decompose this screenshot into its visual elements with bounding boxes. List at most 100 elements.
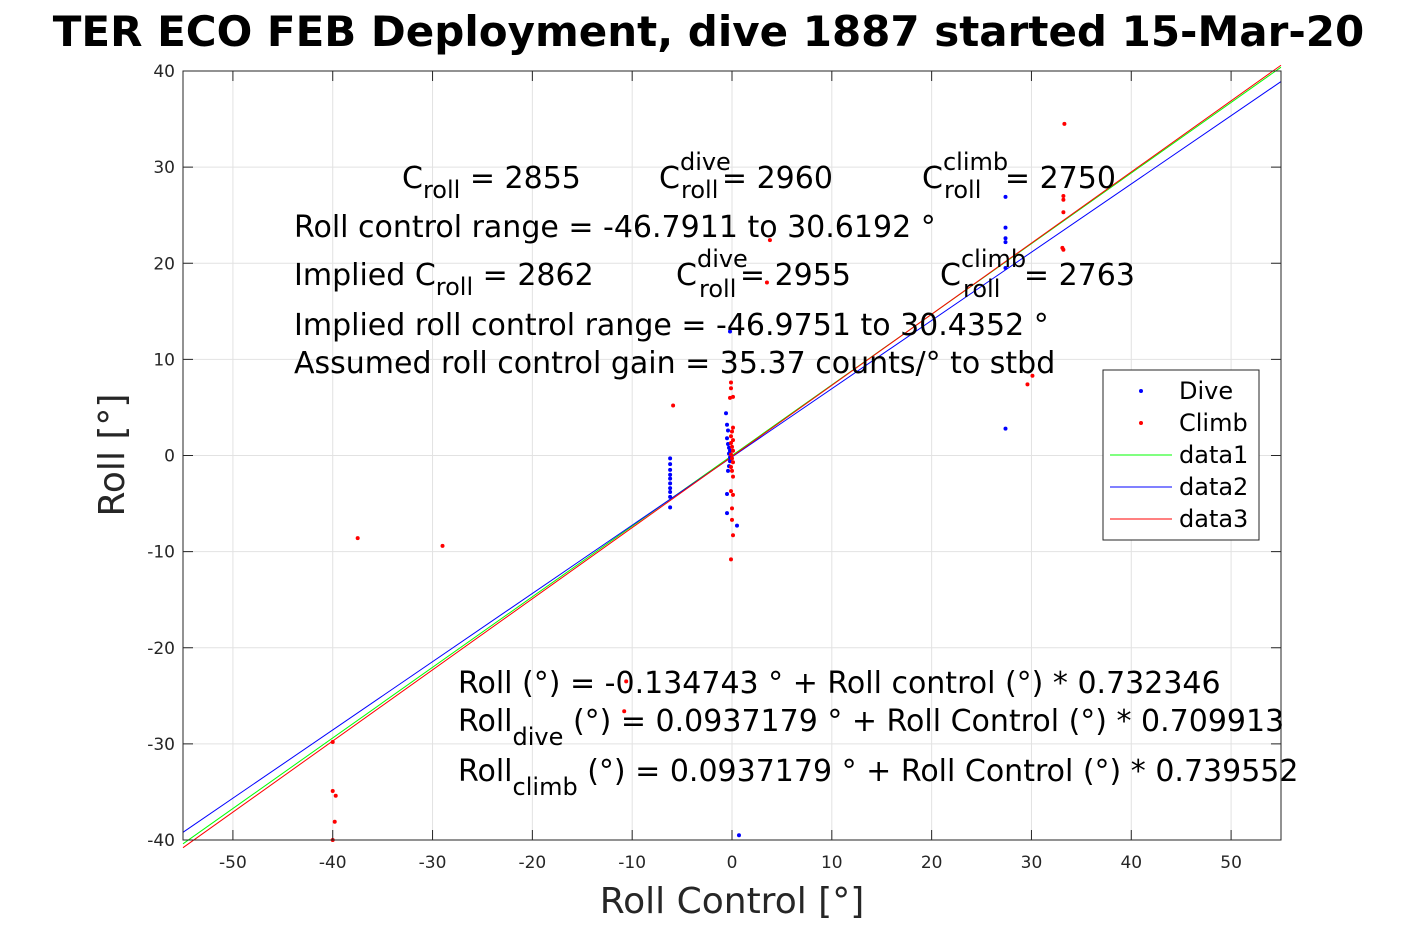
y-tick-label: -10 <box>147 543 175 563</box>
x-tick-label: -20 <box>518 853 546 873</box>
dive-point <box>1003 426 1008 431</box>
chart-title: TER ECO FEB Deployment, dive 1887 starte… <box>52 7 1365 56</box>
annotation-c-roll: Croll = 2855 <box>402 161 581 204</box>
climb-point <box>730 474 735 479</box>
y-tick-label: -40 <box>147 831 175 851</box>
data-points <box>330 121 1067 842</box>
axis-ticks: -50 -40 -30 -20 -10 0 10 20 30 40 50 -40 -30 -20 -10 0 1… <box>147 62 1281 873</box>
climb-point <box>440 543 445 548</box>
climb-point <box>729 489 734 494</box>
legend-swatch-dive <box>1139 389 1143 393</box>
annotation-fit-dive: Rolldive (°) = 0.0937179 ° + Roll Contro… <box>458 704 1284 751</box>
climb-point <box>1061 197 1066 202</box>
annotation-fit-all: Roll (°) = -0.134743 ° + Roll control (°… <box>458 666 1221 701</box>
legend-swatch-climb <box>1139 421 1143 425</box>
dive-point <box>725 491 730 496</box>
dive-point <box>736 833 741 838</box>
dive-point <box>724 411 729 416</box>
y-tick-label: 0 <box>164 447 175 467</box>
climb-point <box>730 456 734 461</box>
annotation-control-gain: Assumed roll control gain = 35.37 counts… <box>294 346 1055 381</box>
climb-point <box>1062 121 1067 126</box>
x-tick-label: -10 <box>618 853 646 873</box>
climb-point <box>729 465 734 470</box>
dive-point <box>1003 240 1008 245</box>
annotation-c-roll-climb-sub: roll = 2750 <box>944 161 1116 204</box>
climb-point <box>729 434 734 439</box>
x-tick-label: 0 <box>727 853 738 873</box>
dive-point <box>726 428 731 433</box>
annotation-fit-climb: Rollclimb (°) = 0.0937179 ° + Roll Contr… <box>458 754 1298 801</box>
legend: Dive Climb data1 data2 data3 <box>1102 369 1260 541</box>
dive-point <box>668 456 673 461</box>
y-tick-label: 40 <box>153 62 175 82</box>
annotation-bottom: Roll (°) = -0.134743 ° + Roll control (°… <box>458 666 1298 801</box>
climb-point <box>728 395 733 400</box>
climb-point <box>730 468 734 473</box>
annotation-implied-range: Implied roll control range = -46.9751 to… <box>294 308 1049 343</box>
y-tick-label: 30 <box>153 158 175 178</box>
climb-point <box>730 425 735 430</box>
climb-point <box>730 506 734 511</box>
climb-point <box>333 793 338 798</box>
x-tick-label: 50 <box>1220 853 1242 873</box>
climb-point <box>730 533 735 538</box>
climb-point <box>729 452 734 457</box>
x-axis-label: Roll Control [°] <box>600 881 865 922</box>
legend-label-dive: Dive <box>1179 377 1233 405</box>
dive-point <box>668 462 673 467</box>
dive-point <box>1003 225 1008 230</box>
legend-label-data1: data1 <box>1179 441 1248 469</box>
dive-point <box>668 505 673 510</box>
dive-point <box>668 467 673 472</box>
annotation-c-roll-dive-sub: roll = 2960 <box>681 161 833 204</box>
climb-point <box>730 444 734 449</box>
y-tick-label: -30 <box>147 735 175 755</box>
annotation-c-roll-dive: Cdive <box>659 148 731 196</box>
plot-area: -50 -40 -30 -20 -10 0 10 20 30 40 50 -40 -30 -20 -10 0 1… <box>147 62 1282 873</box>
dive-point <box>1003 194 1008 199</box>
y-tick-label: -20 <box>147 639 175 659</box>
annotation-implied-c-roll-climb: Cclimb <box>940 245 1026 293</box>
climb-point <box>624 679 629 684</box>
dive-point <box>726 468 731 473</box>
annotation-top: Croll = 2855 Cdive roll = 2960 Cclimb ro… <box>294 148 1135 381</box>
climb-point <box>1061 210 1066 215</box>
climb-point <box>729 441 734 446</box>
climb-point <box>729 380 734 385</box>
dive-point <box>668 476 673 481</box>
legend-label-data2: data2 <box>1179 473 1248 501</box>
climb-point <box>730 460 735 465</box>
dive-point <box>1003 266 1008 271</box>
climb-point <box>730 448 735 453</box>
dive-point <box>1003 236 1008 241</box>
climb-point <box>729 557 734 562</box>
annotation-implied-c-roll-dive: Cdive <box>676 245 748 293</box>
y-tick-label: 20 <box>153 254 175 274</box>
climb-point <box>330 788 335 793</box>
climb-point <box>730 492 735 497</box>
climb-point <box>730 517 734 522</box>
x-tick-label: -30 <box>419 853 447 873</box>
annotation-implied-c-roll: Implied Croll = 2862 <box>294 258 594 301</box>
dive-point <box>668 486 673 491</box>
dive-point <box>725 511 730 516</box>
y-axis-label: Roll [°] <box>92 394 133 517</box>
climb-point <box>764 280 769 285</box>
dive-point <box>668 472 673 477</box>
climb-point <box>729 386 734 391</box>
x-tick-label: 40 <box>1120 853 1142 873</box>
climb-point <box>730 438 735 443</box>
climb-point <box>1025 382 1030 387</box>
climb-point <box>1030 373 1035 378</box>
climb-point <box>1061 193 1066 198</box>
climb-point <box>330 739 335 744</box>
climb-point <box>730 429 734 434</box>
legend-label-climb: Climb <box>1179 409 1248 437</box>
climb-point <box>355 536 360 541</box>
annotation-implied-c-roll-climb-sub: roll = 2763 <box>963 258 1135 303</box>
dive-point <box>725 436 730 441</box>
x-tick-label: 30 <box>1021 853 1043 873</box>
dive-point <box>728 329 733 334</box>
dive-point <box>734 523 739 528</box>
